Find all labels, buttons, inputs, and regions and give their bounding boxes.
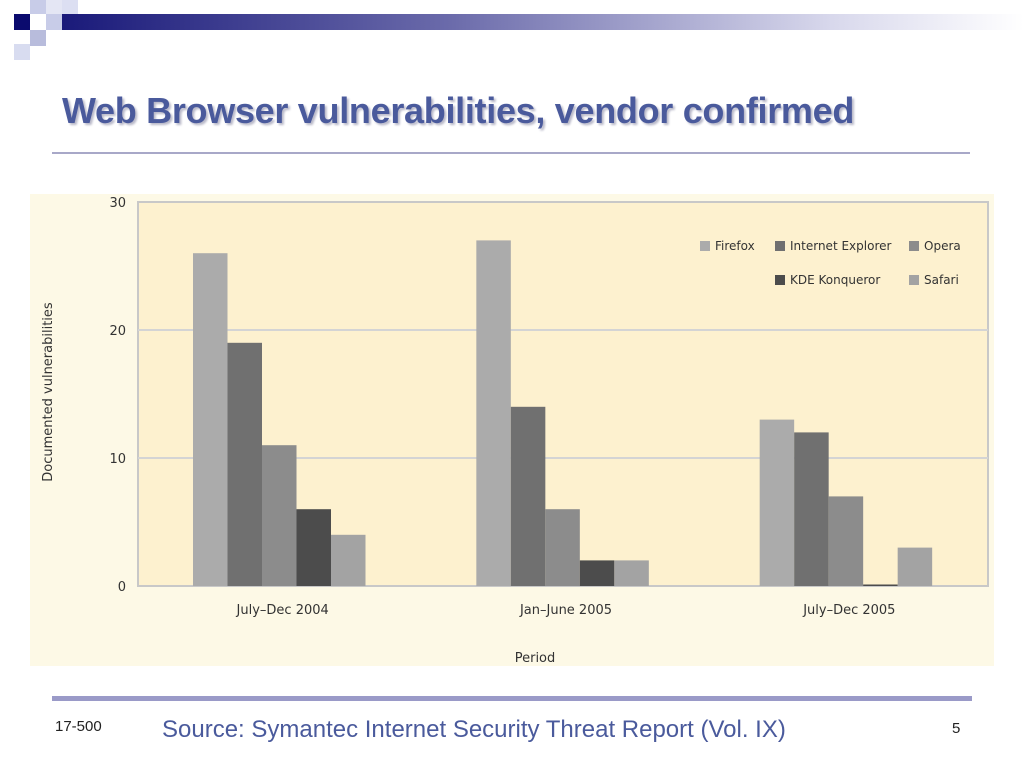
bar-opera xyxy=(828,496,864,586)
x-axis-title: Period xyxy=(515,651,556,666)
legend-swatch xyxy=(700,241,710,251)
bar-safari xyxy=(614,560,649,586)
bar-kde-konqueror xyxy=(863,584,898,586)
x-tick-label: July–Dec 2005 xyxy=(802,603,895,618)
y-tick-label: 0 xyxy=(118,580,126,595)
legend-swatch xyxy=(909,241,919,251)
y-axis-title: Documented vulnerabilities xyxy=(41,302,56,482)
bar-internet-explorer xyxy=(227,342,262,586)
bar-firefox xyxy=(193,253,228,586)
legend-label: Opera xyxy=(924,239,961,253)
bar-internet-explorer xyxy=(510,406,546,586)
page-number: 5 xyxy=(952,720,961,737)
bar-chart: 0 10 20 30 July–Dec 2004 Jan–June 2005 July–De… xyxy=(41,196,989,666)
x-tick-label: July–Dec 2004 xyxy=(236,603,329,618)
legend-label: KDE Konqueror xyxy=(790,273,880,287)
x-tick-label: Jan–June 2005 xyxy=(519,603,612,618)
bar-internet-explorer xyxy=(794,432,829,586)
legend-swatch xyxy=(909,275,919,285)
legend-label: Internet Explorer xyxy=(790,239,891,253)
legend-label: Safari xyxy=(924,273,959,287)
legend-label: Firefox xyxy=(715,239,755,253)
source-citation: Source: Symantec Internet Security Threa… xyxy=(162,716,786,743)
bar-kde-konqueror xyxy=(579,560,615,586)
bar-safari xyxy=(897,547,933,586)
y-tick-label: 10 xyxy=(109,452,126,467)
header-gradient-bar xyxy=(62,14,1024,30)
y-tick-label: 20 xyxy=(109,324,126,339)
bar-safari xyxy=(331,534,366,586)
title-underline xyxy=(52,152,970,154)
y-tick-label: 30 xyxy=(109,196,126,211)
bar-kde-konqueror xyxy=(296,509,331,586)
footer-rule xyxy=(52,696,972,701)
course-number: 17-500 xyxy=(55,718,102,735)
bar-opera xyxy=(262,445,297,586)
corner-decoration xyxy=(0,0,80,64)
slide-title: Web Browser vulnerabilities, vendor conf… xyxy=(62,90,855,131)
bar-firefox xyxy=(476,240,511,586)
bar-opera xyxy=(545,509,580,586)
legend-swatch xyxy=(775,241,785,251)
chart-panel: 0 10 20 30 July–Dec 2004 Jan–June 2005 July–De… xyxy=(30,194,994,666)
bar-firefox xyxy=(759,419,795,586)
legend-swatch xyxy=(775,275,785,285)
